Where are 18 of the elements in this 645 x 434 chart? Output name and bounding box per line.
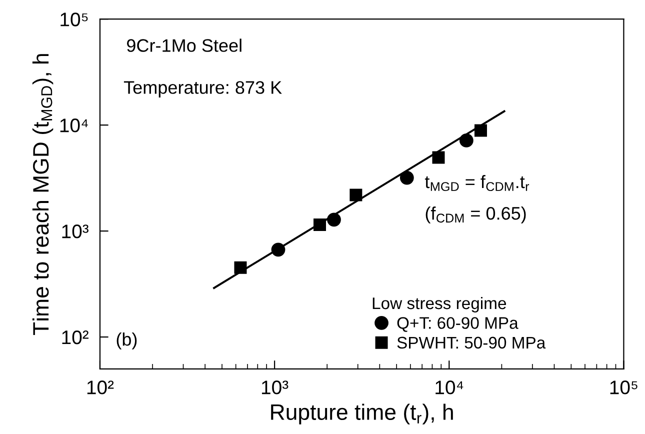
x-tick-label: 10² xyxy=(87,380,114,394)
annotation: 9Cr-1Mo Steel xyxy=(127,38,242,52)
y-tick-label: 10² xyxy=(62,330,88,344)
x-axis-title: Rupture time (t$_{r}$), h xyxy=(271,404,453,424)
annotation: Temperature: 873 K xyxy=(124,81,282,98)
y-tick-label: 10³ xyxy=(62,224,88,238)
legend-title: Low stress regime xyxy=(372,296,506,312)
annotation: (b) xyxy=(116,332,137,350)
annotation: (f$_{CDM}$ = 0.65) xyxy=(426,206,526,224)
y-axis-title: Time to reach MGD (t$_{MGD}$), h xyxy=(32,54,54,335)
x-tick-label: 10³ xyxy=(262,380,288,394)
legend-label: Q+T: 60-90 MPa xyxy=(397,317,518,332)
y-tick-label: 10⁴ xyxy=(60,118,88,132)
annotation: t$_{MGD}$ = f$_{CDM}$.t$_{r}$ xyxy=(424,174,530,192)
x-tick-label: 10⁴ xyxy=(436,380,464,394)
y-tick-label: 10⁵ xyxy=(60,12,88,26)
legend-label: SPWHT: 50-90 MPa xyxy=(397,336,546,349)
x-tick-label: 10⁵ xyxy=(610,380,638,394)
